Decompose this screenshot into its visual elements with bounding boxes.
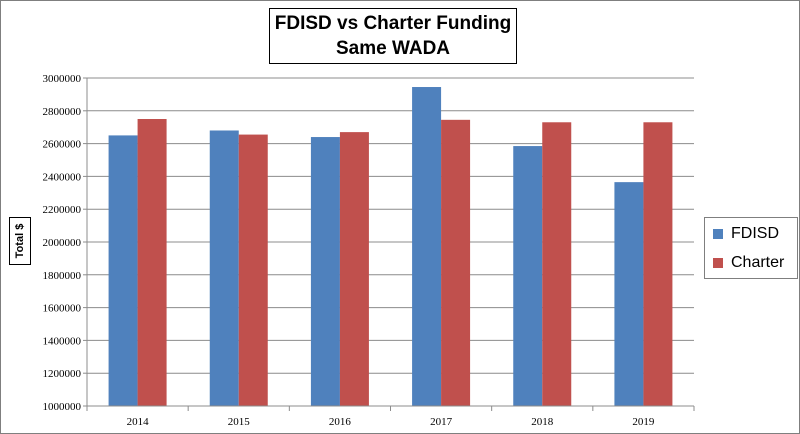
- bar-fdisd-2019: [614, 182, 644, 406]
- bar-charter-2019: [643, 122, 673, 406]
- tick-labels: 1000000 1200000 1400000 1600000 1800000 20000…: [43, 73, 655, 428]
- bar-charter-2016: [339, 132, 369, 406]
- y-tick-label: 2200000: [43, 204, 82, 216]
- y-tick-label: 1400000: [43, 335, 82, 347]
- y-tick-label: 1800000: [43, 270, 82, 282]
- bar-charter-2014: [137, 119, 167, 406]
- bar-charter-2018: [542, 122, 572, 406]
- legend-swatch-charter: [713, 258, 723, 268]
- bar-fdisd-2014: [108, 135, 138, 406]
- y-tick-label: 1600000: [43, 303, 82, 315]
- gridlines: [87, 77, 694, 374]
- legend: FDISD Charter: [704, 217, 798, 279]
- x-tick-label: 2019: [632, 416, 655, 428]
- legend-item-fdisd: FDISD: [713, 225, 779, 243]
- y-axis-label-box: Total $: [9, 217, 31, 265]
- y-tick-label: 2800000: [43, 106, 82, 118]
- y-tick-label: 2400000: [43, 171, 82, 183]
- x-tick-label: 2014: [127, 416, 150, 428]
- chart-title: FDISD vs Charter Funding Same WADA: [269, 8, 517, 64]
- legend-item-charter: Charter: [713, 254, 784, 272]
- x-tick-label: 2017: [430, 416, 453, 428]
- bar-fdisd-2018: [513, 146, 543, 406]
- bar-charter-2017: [441, 119, 471, 406]
- axes: [83, 77, 695, 411]
- legend-swatch-fdisd: [713, 229, 723, 239]
- bar-fdisd-2017: [412, 87, 442, 407]
- bar-charter-2015: [238, 134, 268, 406]
- y-axis-label: Total $: [14, 223, 26, 259]
- y-tick-label: 3000000: [43, 73, 82, 85]
- bar-fdisd-2015: [209, 130, 239, 407]
- x-tick-label: 2018: [531, 416, 554, 428]
- bars: [108, 87, 673, 407]
- y-tick-label: 1200000: [43, 368, 82, 380]
- legend-label-fdisd: FDISD: [731, 225, 779, 242]
- x-tick-label: 2016: [329, 416, 352, 428]
- bar-fdisd-2016: [310, 137, 340, 407]
- y-tick-label: 2000000: [43, 237, 82, 249]
- legend-label-charter: Charter: [731, 254, 785, 271]
- x-tick-label: 2015: [228, 416, 251, 428]
- y-tick-label: 2600000: [43, 139, 82, 151]
- y-tick-label: 1000000: [43, 401, 82, 413]
- chart-title-line-1: FDISD vs Charter Funding: [274, 13, 512, 34]
- chart-title-line-2: Same WADA: [335, 38, 451, 59]
